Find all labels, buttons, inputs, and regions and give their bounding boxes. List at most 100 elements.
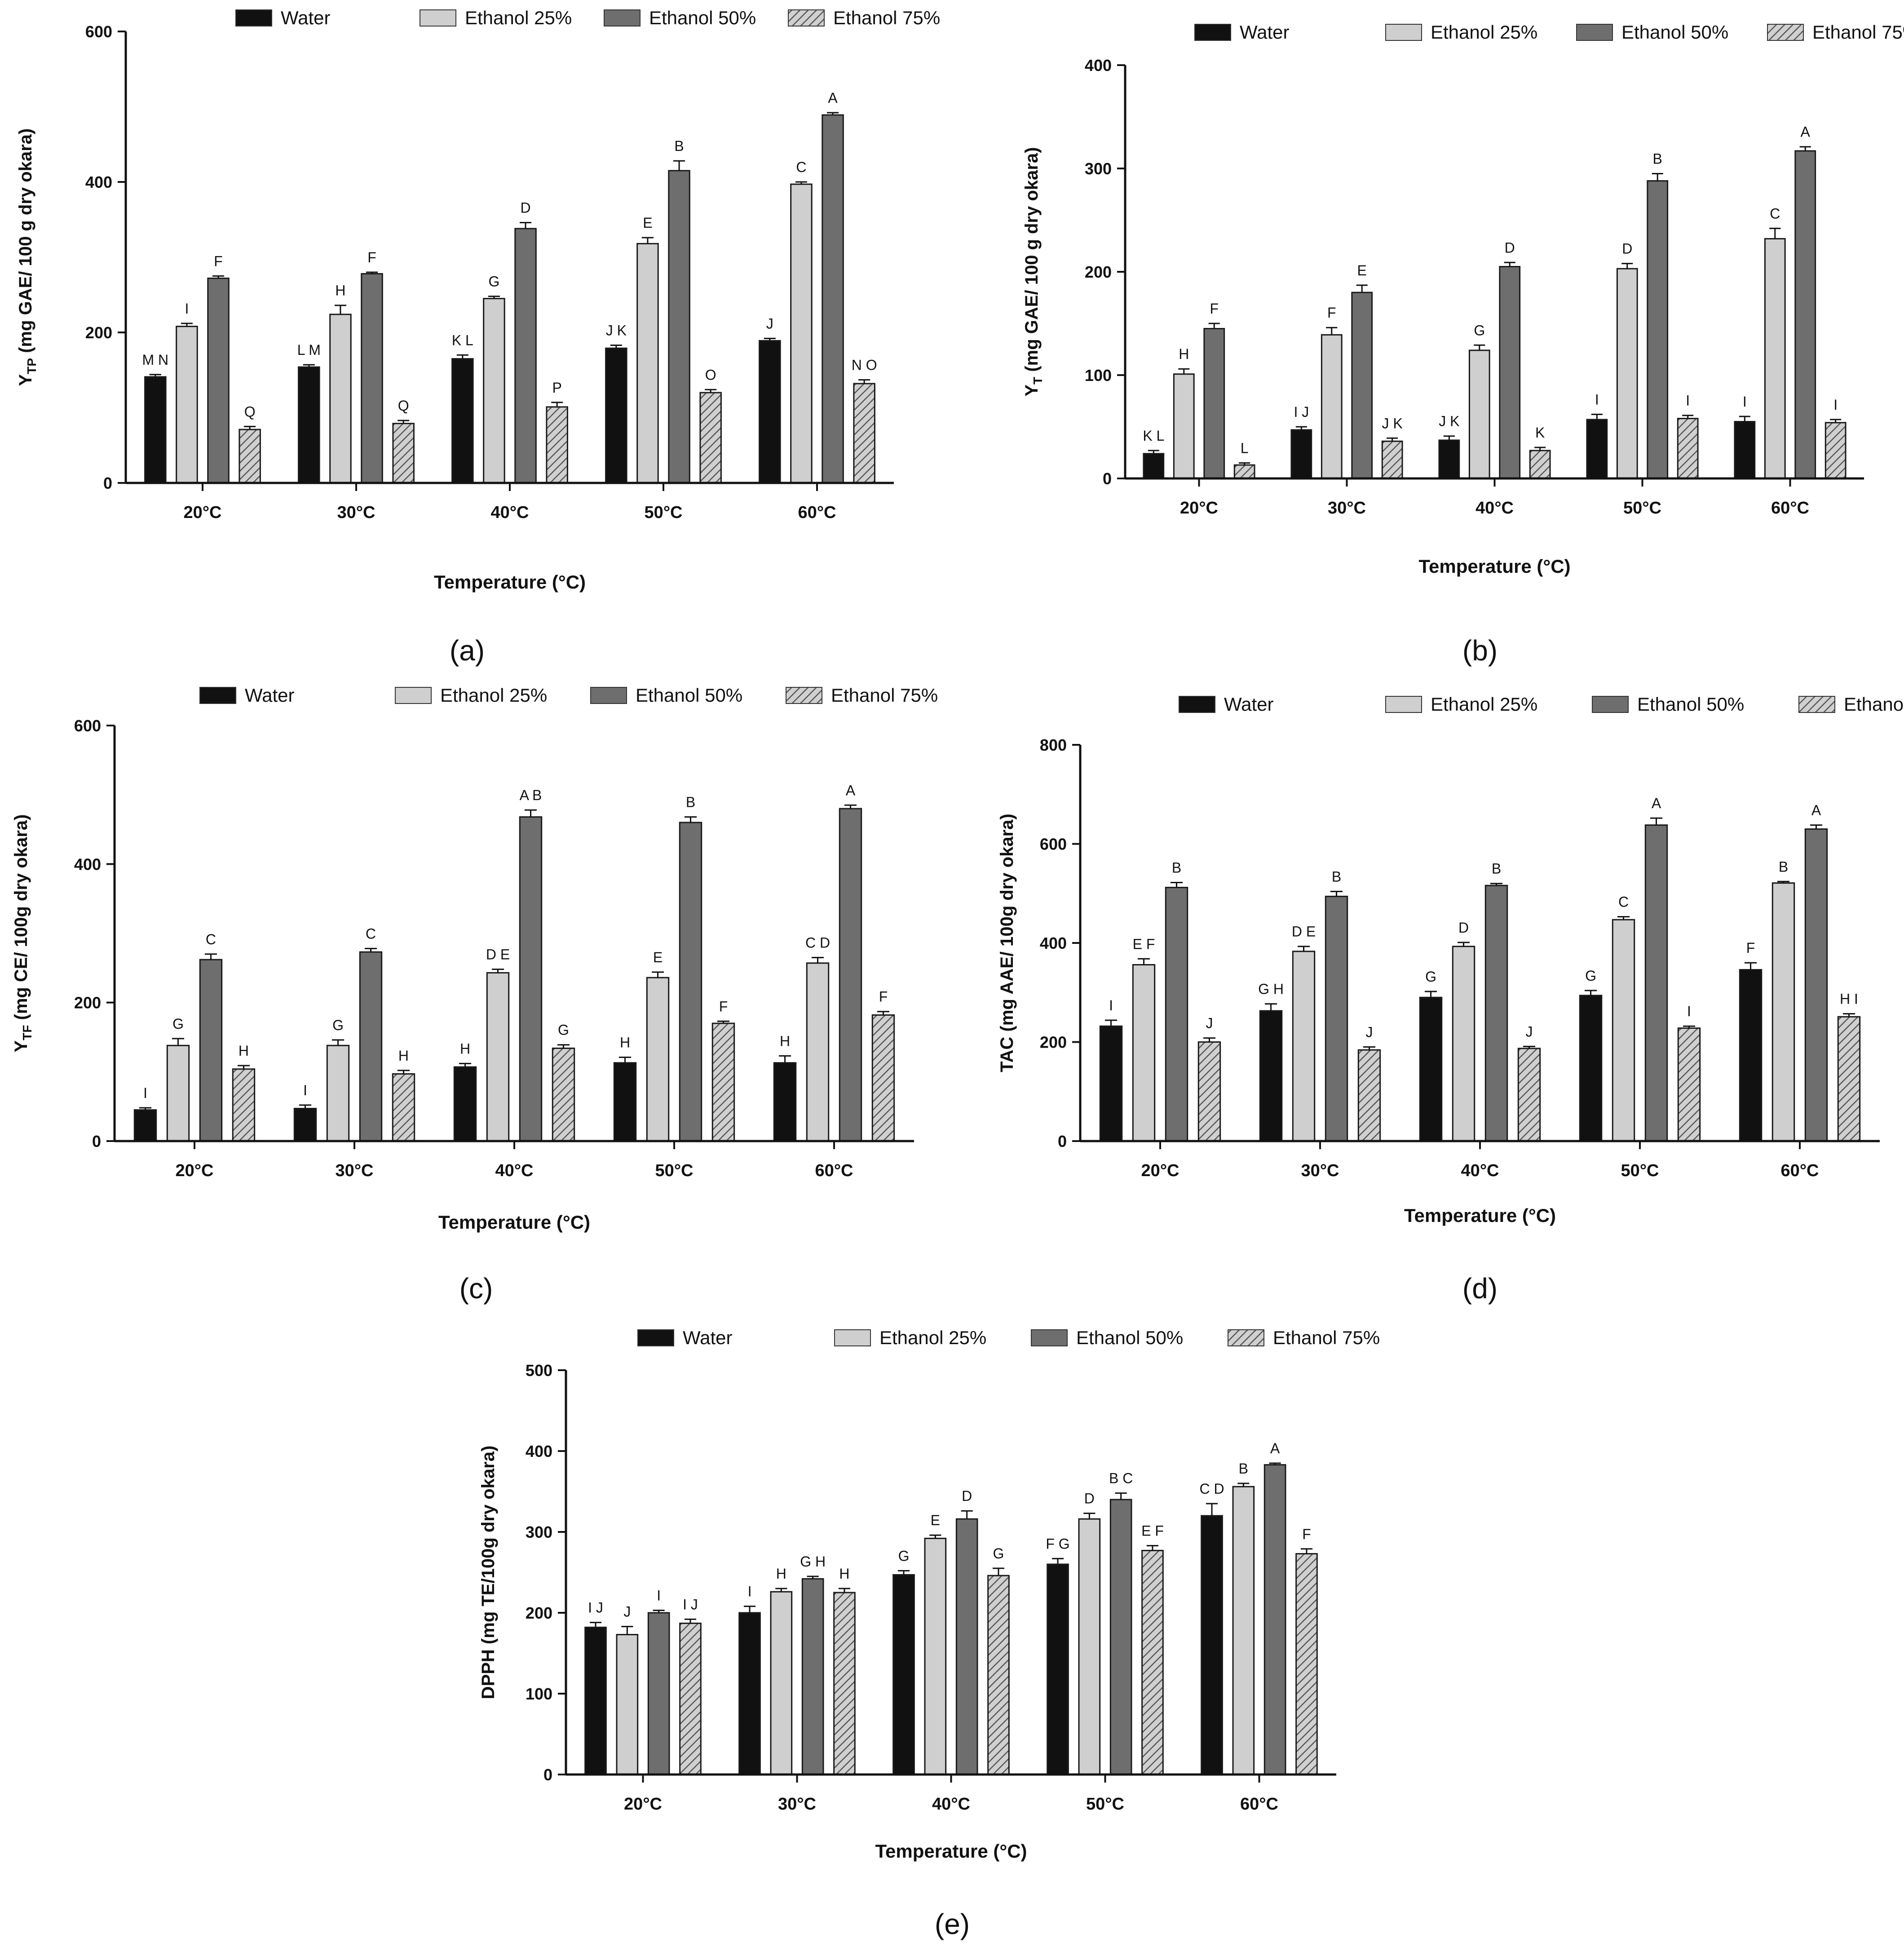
significance-letter: F xyxy=(1302,1526,1311,1542)
y-tick-label: 600 xyxy=(74,717,101,735)
bar xyxy=(1233,464,1255,479)
legend-swatch xyxy=(1031,1329,1068,1346)
significance-letter: Q xyxy=(244,403,256,420)
x-tick-label: 50°C xyxy=(645,503,683,522)
significance-letter: J xyxy=(1206,1015,1213,1031)
significance-letter: C xyxy=(366,925,376,942)
significance-letter: N O xyxy=(852,357,877,373)
bar xyxy=(1203,328,1225,479)
legend-label: Ethanol 50% xyxy=(1637,694,1744,715)
bar xyxy=(987,1575,1010,1775)
bar xyxy=(759,340,781,484)
y-axis-label-main: Y xyxy=(16,374,35,386)
y-tick-label: 200 xyxy=(74,994,101,1012)
bar xyxy=(679,822,702,1142)
x-tick-label: 50°C xyxy=(1621,1161,1659,1180)
significance-letter: A xyxy=(828,90,838,106)
bar xyxy=(1357,1049,1381,1142)
x-tick-label: 60°C xyxy=(1771,499,1809,518)
significance-letter: K xyxy=(1535,425,1545,441)
legend-swatch xyxy=(1228,1329,1264,1346)
x-axis-label: Temperature (°C) xyxy=(434,571,586,593)
y-axis-label: YT (mg GAE/ 100 g dry okara) xyxy=(1022,147,1045,396)
bar xyxy=(392,1073,415,1142)
bar xyxy=(1047,1563,1069,1775)
panel-label: (b) xyxy=(1462,634,1498,667)
legend-label: Ethanol 75% xyxy=(1273,1327,1380,1348)
bar xyxy=(1290,429,1312,479)
significance-letter: F xyxy=(879,989,888,1005)
significance-letter: G H xyxy=(1258,981,1284,997)
bar xyxy=(790,183,813,484)
x-tick-label: 50°C xyxy=(1623,499,1661,518)
bar xyxy=(1419,996,1443,1142)
significance-letter: K L xyxy=(1143,428,1164,444)
significance-letter: G xyxy=(1585,968,1596,984)
chart-panel-b: Water Ethanol 25% Ethanol 50% Ethanol 75% K … xyxy=(1022,22,1904,667)
legend-swatch xyxy=(1592,696,1629,713)
significance-letter: B xyxy=(1239,1460,1248,1477)
legend-label: Ethanol 50% xyxy=(1621,22,1728,43)
chart-panel-e: Water Ethanol 25% Ethanol 50% Ethanol 75% I … xyxy=(478,1327,1380,1940)
significance-letter: B xyxy=(1653,151,1662,167)
significance-letter: C D xyxy=(805,934,830,951)
y-tick-label: 200 xyxy=(85,323,112,342)
y-axis-label-subscript: TP xyxy=(25,358,39,374)
significance-letter: J xyxy=(1525,1023,1533,1040)
significance-letter: F xyxy=(719,998,728,1014)
significance-letter: A B xyxy=(520,787,542,803)
significance-letter: H xyxy=(1179,346,1189,362)
bar xyxy=(1804,828,1828,1142)
significance-letter: E xyxy=(1357,262,1367,279)
bar xyxy=(1616,268,1638,479)
y-axis-label: YTF (mg CE/ 100g dry okara) xyxy=(11,814,34,1053)
significance-letter: E xyxy=(643,215,652,231)
significance-letter: J xyxy=(1365,1024,1373,1040)
significance-letter: G xyxy=(898,1548,910,1564)
bar xyxy=(1132,964,1156,1142)
x-tick-label: 30°C xyxy=(1328,499,1366,518)
significance-letter: M N xyxy=(142,352,169,368)
significance-letter: B xyxy=(686,794,695,810)
bar xyxy=(453,1066,477,1142)
significance-letter: G xyxy=(488,274,499,290)
bar xyxy=(924,1537,947,1775)
significance-letter: C xyxy=(1618,894,1629,910)
bar xyxy=(1197,1041,1221,1142)
bar xyxy=(584,1626,607,1775)
bar xyxy=(892,1574,915,1775)
legend-swatch xyxy=(604,9,641,27)
bar xyxy=(806,962,830,1142)
significance-letter: J K xyxy=(1439,413,1459,429)
significance-letter: F xyxy=(367,249,376,266)
bar xyxy=(1677,1027,1701,1142)
bar xyxy=(839,808,862,1142)
bar xyxy=(133,1109,157,1142)
significance-letter: G xyxy=(332,1017,344,1033)
bar xyxy=(207,277,230,484)
significance-letter: H xyxy=(460,1040,470,1057)
y-axis-label-rest: (mg GAE/ 100 g dry okara) xyxy=(1022,147,1042,376)
significance-letter: I xyxy=(1833,397,1838,413)
significance-letter: I xyxy=(1687,1003,1691,1019)
significance-letter: G H xyxy=(800,1553,826,1570)
significance-letter: A xyxy=(846,782,856,798)
significance-letter: K L xyxy=(452,332,473,348)
significance-letter: H xyxy=(839,1566,849,1582)
significance-letter: D xyxy=(521,199,531,216)
legend-swatch xyxy=(1385,696,1422,713)
x-tick-label: 60°C xyxy=(1781,1161,1819,1180)
legend-label: Water xyxy=(245,685,294,706)
bar xyxy=(773,1062,797,1142)
legend-label: Ethanol 50% xyxy=(636,685,742,706)
bar xyxy=(1677,418,1699,479)
bar xyxy=(616,1634,639,1775)
significance-letter: L M xyxy=(297,342,321,358)
significance-letter: B xyxy=(674,138,684,154)
bar xyxy=(1141,1549,1164,1775)
x-tick-label: 40°C xyxy=(1475,499,1514,518)
y-tick-label: 400 xyxy=(74,855,101,873)
panel-label: (a) xyxy=(450,634,485,667)
